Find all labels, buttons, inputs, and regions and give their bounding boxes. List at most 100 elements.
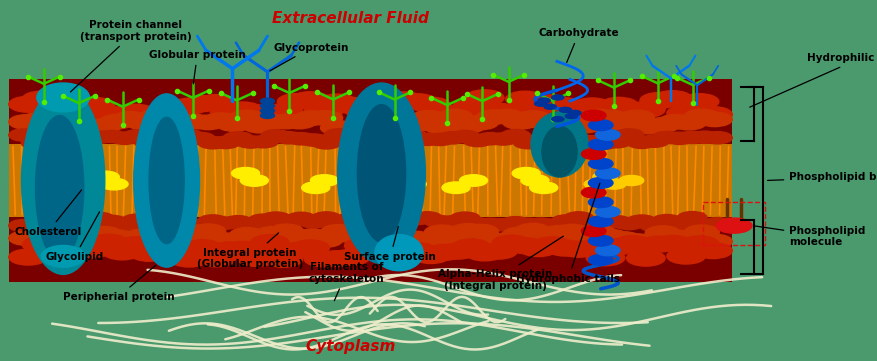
Circle shape xyxy=(438,216,467,228)
Circle shape xyxy=(667,105,705,121)
Circle shape xyxy=(217,117,252,131)
Circle shape xyxy=(387,220,417,232)
Circle shape xyxy=(374,214,404,226)
Circle shape xyxy=(324,220,354,232)
Ellipse shape xyxy=(595,168,620,179)
Ellipse shape xyxy=(588,158,613,169)
Circle shape xyxy=(61,116,96,130)
Ellipse shape xyxy=(41,245,85,267)
Circle shape xyxy=(639,219,669,231)
Circle shape xyxy=(528,236,563,250)
Circle shape xyxy=(506,91,545,107)
Circle shape xyxy=(243,118,278,133)
Circle shape xyxy=(22,91,61,107)
Circle shape xyxy=(476,233,511,248)
Circle shape xyxy=(160,213,190,225)
Circle shape xyxy=(512,168,540,179)
Circle shape xyxy=(460,175,488,186)
Circle shape xyxy=(665,132,695,144)
Circle shape xyxy=(261,212,291,224)
Text: Glycolipid: Glycolipid xyxy=(46,212,103,262)
Circle shape xyxy=(173,219,203,231)
Circle shape xyxy=(299,216,329,228)
Circle shape xyxy=(198,215,228,227)
Circle shape xyxy=(492,106,531,122)
Circle shape xyxy=(311,137,341,149)
Circle shape xyxy=(47,120,82,135)
Circle shape xyxy=(237,105,275,121)
Circle shape xyxy=(268,224,303,239)
Circle shape xyxy=(22,237,61,253)
Circle shape xyxy=(139,110,174,124)
Circle shape xyxy=(586,250,624,266)
Circle shape xyxy=(589,216,619,228)
Circle shape xyxy=(84,131,114,143)
Circle shape xyxy=(60,216,89,229)
Circle shape xyxy=(170,98,209,114)
Circle shape xyxy=(224,102,262,118)
Circle shape xyxy=(373,232,408,247)
Circle shape xyxy=(76,97,115,113)
Circle shape xyxy=(717,218,752,233)
Circle shape xyxy=(489,109,524,124)
Circle shape xyxy=(567,233,602,248)
Circle shape xyxy=(411,110,446,125)
Circle shape xyxy=(521,175,549,186)
Circle shape xyxy=(438,109,473,124)
Text: Hydrophobic tails: Hydrophobic tails xyxy=(517,183,620,284)
Circle shape xyxy=(130,245,168,261)
Circle shape xyxy=(639,135,669,147)
Circle shape xyxy=(371,241,410,257)
Circle shape xyxy=(606,116,641,130)
Circle shape xyxy=(398,117,433,132)
Circle shape xyxy=(345,238,383,254)
Circle shape xyxy=(97,130,127,143)
Circle shape xyxy=(584,179,609,189)
Circle shape xyxy=(217,233,252,248)
Circle shape xyxy=(606,232,641,246)
Circle shape xyxy=(286,132,316,145)
Circle shape xyxy=(538,219,568,231)
Circle shape xyxy=(671,231,706,246)
Ellipse shape xyxy=(588,197,613,208)
Ellipse shape xyxy=(588,139,613,150)
Circle shape xyxy=(528,115,563,130)
Text: Protein channel
(transport protein): Protein channel (transport protein) xyxy=(70,20,192,92)
Circle shape xyxy=(532,95,571,111)
Circle shape xyxy=(438,132,467,144)
Circle shape xyxy=(632,119,667,134)
Circle shape xyxy=(337,213,367,225)
Circle shape xyxy=(702,131,732,144)
Circle shape xyxy=(684,225,719,239)
Circle shape xyxy=(551,215,581,227)
Text: Integral protein
(Globular protein): Integral protein (Globular protein) xyxy=(196,233,303,269)
Circle shape xyxy=(89,234,128,250)
Circle shape xyxy=(237,251,275,266)
Circle shape xyxy=(190,115,225,130)
Circle shape xyxy=(386,234,421,248)
Circle shape xyxy=(304,251,343,267)
Circle shape xyxy=(74,229,109,244)
Circle shape xyxy=(35,229,70,244)
Circle shape xyxy=(526,135,556,147)
Circle shape xyxy=(374,135,404,148)
Circle shape xyxy=(260,98,275,104)
Circle shape xyxy=(424,225,460,239)
Circle shape xyxy=(299,134,329,146)
Circle shape xyxy=(425,133,455,145)
Circle shape xyxy=(178,114,213,129)
Circle shape xyxy=(671,116,706,130)
Circle shape xyxy=(568,110,581,116)
Circle shape xyxy=(501,217,531,229)
Circle shape xyxy=(475,218,505,230)
Circle shape xyxy=(36,243,75,258)
Circle shape xyxy=(320,121,355,135)
Text: Cytoplasm: Cytoplasm xyxy=(305,339,396,354)
Ellipse shape xyxy=(588,255,613,265)
Circle shape xyxy=(161,182,189,193)
Circle shape xyxy=(324,129,354,141)
Circle shape xyxy=(135,136,165,149)
Circle shape xyxy=(183,96,222,112)
Circle shape xyxy=(594,110,629,125)
Circle shape xyxy=(349,219,379,232)
